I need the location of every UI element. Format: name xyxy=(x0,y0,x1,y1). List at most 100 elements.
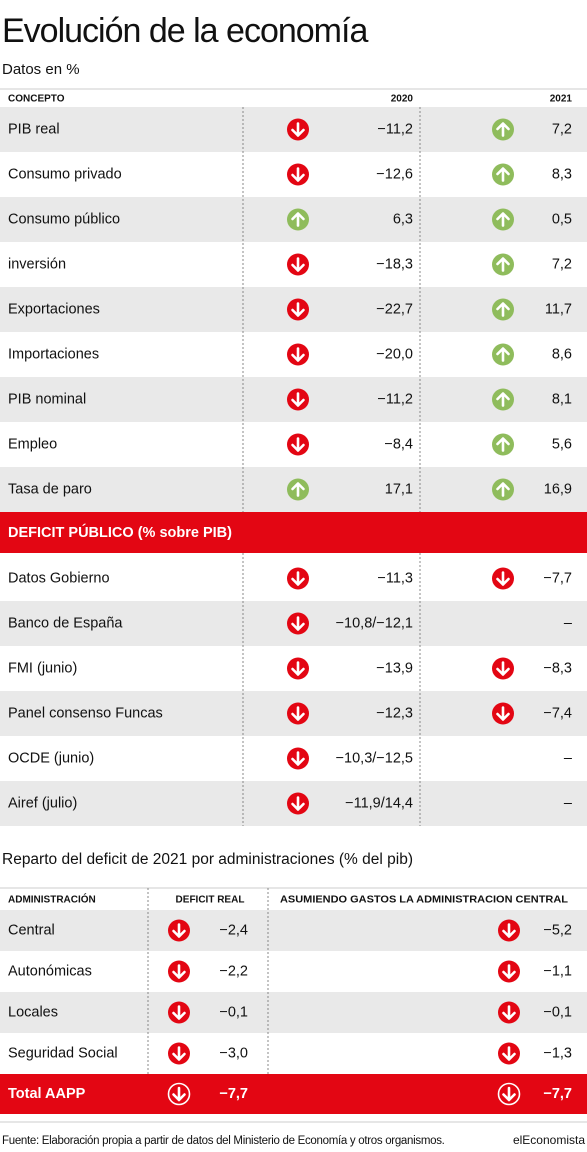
cell-value: −11,2 xyxy=(377,121,413,137)
arrow xyxy=(496,167,510,182)
arrow xyxy=(496,437,510,452)
arrow xyxy=(172,923,186,938)
arrow-icon xyxy=(287,253,309,276)
arrow-icon xyxy=(287,792,309,815)
arrow-icon xyxy=(167,1082,191,1106)
col-header: ASUMIENDO GASTOS LA ADMINISTRACION CENTR… xyxy=(280,895,568,906)
arrow-icon xyxy=(492,298,514,321)
arrow xyxy=(496,661,510,676)
arrow-icon xyxy=(492,343,514,366)
arrow-icon xyxy=(498,1042,520,1065)
row-label: Locales xyxy=(8,1004,58,1020)
cell-value: – xyxy=(564,615,573,631)
arrow-icon xyxy=(492,388,514,411)
source: Fuente: Elaboración propia a partir de d… xyxy=(2,1135,445,1147)
arrow xyxy=(496,302,510,317)
arrow xyxy=(496,122,510,137)
cell-value: −11,9/14,4 xyxy=(345,795,413,811)
arrow-icon xyxy=(287,702,309,725)
cell-value: −18,3 xyxy=(376,256,413,272)
arrow xyxy=(291,167,305,182)
arrow-icon xyxy=(492,702,514,725)
row-label: Importaciones xyxy=(8,346,99,362)
table2-title: Reparto del deficit de 2021 por administ… xyxy=(2,851,413,868)
cell-value: 16,9 xyxy=(544,481,572,497)
cell-value: – xyxy=(564,795,573,811)
arrow xyxy=(291,796,305,811)
arrow-icon xyxy=(287,567,309,590)
cell-value: 8,6 xyxy=(552,346,572,362)
row-label: Total AAPP xyxy=(8,1086,86,1102)
cell-value: −12,3 xyxy=(376,705,413,721)
cell-value: −7,4 xyxy=(543,705,572,721)
cell-value: −2,4 xyxy=(219,922,248,938)
arrow xyxy=(291,437,305,452)
cell-value: −11,2 xyxy=(377,391,413,407)
cell-value: −5,2 xyxy=(543,922,572,938)
arrow-circle xyxy=(167,1082,191,1106)
cell-value: −0,1 xyxy=(219,1004,248,1020)
cell-value: 8,1 xyxy=(552,391,572,407)
section-banner xyxy=(0,512,587,553)
row-label: Consumo público xyxy=(8,211,120,227)
cell-value: −10,8/−12,1 xyxy=(336,615,413,631)
arrow-icon xyxy=(287,208,309,231)
arrow xyxy=(172,1005,186,1020)
arrow-icon xyxy=(498,1001,520,1024)
cell-value: −7,7 xyxy=(543,1086,572,1102)
arrow xyxy=(172,1046,186,1061)
cell-value: −7,7 xyxy=(219,1086,248,1102)
cell-value: −2,2 xyxy=(219,963,248,979)
cell-value: −10,3/−12,5 xyxy=(336,750,413,766)
arrow xyxy=(502,1086,516,1102)
arrow-icon xyxy=(287,747,309,770)
row-label: OCDE (junio) xyxy=(8,750,94,766)
arrow-icon xyxy=(287,433,309,456)
arrow-icon xyxy=(492,657,514,680)
cell-value: 6,3 xyxy=(393,211,413,227)
cell-value: −1,1 xyxy=(543,963,572,979)
row-label: Tasa de paro xyxy=(8,481,92,497)
cell-value: −8,3 xyxy=(543,660,572,676)
cell-value: – xyxy=(564,750,573,766)
row-bg xyxy=(0,910,587,951)
cell-value: −8,4 xyxy=(384,436,413,452)
arrow xyxy=(291,257,305,272)
row-label: PIB nominal xyxy=(8,391,86,407)
arrow xyxy=(291,347,305,362)
subtitle: Datos en % xyxy=(2,61,80,78)
cell-value: −11,3 xyxy=(377,570,413,586)
col-header: 2021 xyxy=(550,94,573,105)
arrow-icon xyxy=(287,478,309,501)
cell-value: 8,3 xyxy=(552,166,572,182)
cell-value: −22,7 xyxy=(376,301,413,317)
arrow-icon xyxy=(492,567,514,590)
arrow-circle xyxy=(497,1082,521,1106)
cell-value: 7,2 xyxy=(552,256,572,272)
arrow-icon xyxy=(492,118,514,141)
cell-value: 0,5 xyxy=(552,211,572,227)
arrow-icon xyxy=(492,433,514,456)
row-label: Autonómicas xyxy=(8,963,92,979)
cell-value: 5,6 xyxy=(552,436,572,452)
col-header: CONCEPTO xyxy=(8,94,65,105)
arrow xyxy=(502,1005,516,1020)
arrow-icon xyxy=(492,253,514,276)
arrow xyxy=(291,616,305,631)
arrow-icon xyxy=(168,1001,190,1024)
arrow-icon xyxy=(492,208,514,231)
row-bg xyxy=(0,1074,587,1114)
arrow xyxy=(291,122,305,137)
row-label: Central xyxy=(8,922,55,938)
row-label: Banco de España xyxy=(8,615,123,631)
arrow xyxy=(496,212,510,227)
arrow-icon xyxy=(287,657,309,680)
arrow xyxy=(502,923,516,938)
arrow-icon xyxy=(287,612,309,635)
arrow-icon xyxy=(492,478,514,501)
arrow xyxy=(291,571,305,586)
cell-value: −13,9 xyxy=(376,660,413,676)
arrow xyxy=(172,1086,186,1102)
row-label: inversión xyxy=(8,256,66,272)
